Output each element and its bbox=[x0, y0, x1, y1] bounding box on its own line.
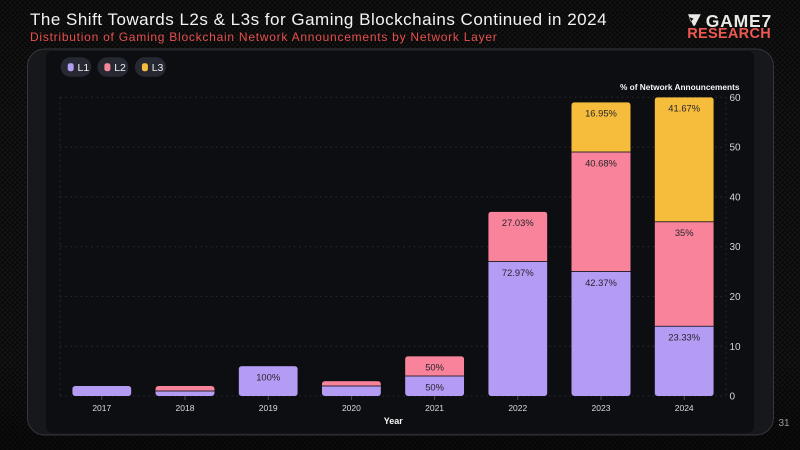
svg-text:35%: 35% bbox=[675, 227, 694, 238]
svg-text:2021: 2021 bbox=[425, 403, 444, 413]
svg-text:10: 10 bbox=[730, 342, 742, 353]
svg-text:2019: 2019 bbox=[259, 403, 278, 413]
svg-text:30: 30 bbox=[730, 242, 742, 253]
svg-text:2023: 2023 bbox=[592, 403, 611, 413]
svg-text:42.37%: 42.37% bbox=[585, 277, 617, 288]
svg-text:50%: 50% bbox=[425, 382, 444, 393]
svg-text:100%: 100% bbox=[256, 372, 280, 383]
svg-text:23.33%: 23.33% bbox=[668, 332, 700, 343]
svg-text:% of Network Announcements: % of Network Announcements bbox=[620, 82, 740, 92]
svg-text:L3: L3 bbox=[152, 62, 164, 74]
svg-text:Year: Year bbox=[384, 416, 404, 426]
svg-text:72.97%: 72.97% bbox=[502, 267, 534, 278]
svg-text:50: 50 bbox=[730, 143, 742, 154]
svg-text:2018: 2018 bbox=[176, 403, 195, 413]
svg-text:2024: 2024 bbox=[675, 403, 694, 413]
svg-text:60: 60 bbox=[730, 93, 742, 104]
svg-text:2020: 2020 bbox=[342, 403, 361, 413]
svg-text:41.67%: 41.67% bbox=[668, 103, 700, 114]
svg-text:2022: 2022 bbox=[508, 403, 527, 413]
svg-text:40.68%: 40.68% bbox=[585, 157, 617, 168]
svg-text:20: 20 bbox=[730, 292, 742, 303]
svg-text:27.03%: 27.03% bbox=[502, 217, 534, 228]
svg-text:2017: 2017 bbox=[92, 403, 111, 413]
svg-text:L2: L2 bbox=[114, 62, 126, 74]
svg-text:50%: 50% bbox=[425, 362, 444, 373]
svg-text:0: 0 bbox=[730, 392, 736, 403]
svg-text:L1: L1 bbox=[78, 62, 90, 74]
svg-text:40: 40 bbox=[730, 192, 742, 203]
svg-text:16.95%: 16.95% bbox=[585, 108, 617, 119]
